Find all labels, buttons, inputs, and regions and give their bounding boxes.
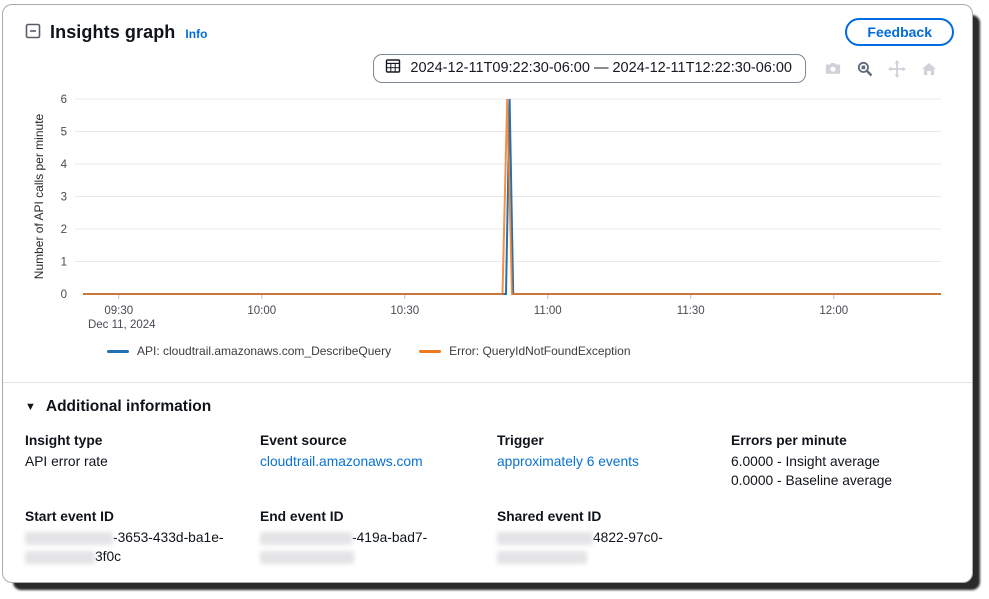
collapse-toggle-button[interactable] [25,23,41,42]
card-header: Insights graph Info Feedback [3,5,972,48]
svg-text:0: 0 [61,289,67,301]
feedback-button[interactable]: Feedback [845,18,954,46]
field-label: End event ID [260,509,344,524]
field-errors-per-minute: Errors per minute 6.0000 - Insight avera… [731,433,954,490]
svg-text:11:00: 11:00 [534,305,562,317]
svg-text:6: 6 [61,94,67,106]
legend-item[interactable]: API: cloudtrail.amazonaws.com_DescribeQu… [107,344,391,358]
insight-type-value: API error rate [25,454,108,469]
field-trigger: Trigger approximately 6 events [497,433,731,490]
svg-text:Number of API calls per minute: Number of API calls per minute [32,113,46,279]
svg-text:Dec 11, 2024: Dec 11, 2024 [88,319,156,331]
home-icon[interactable] [920,60,938,78]
section-divider [3,382,972,383]
field-start-event-id: Start event ID -3653-433d-ba1e- 3f0c [25,509,260,566]
additional-information-section: ▼ Additional information Insight type AP… [3,383,972,566]
additional-information-toggle[interactable]: ▼ Additional information [25,398,211,416]
svg-text:2: 2 [61,224,67,236]
field-insight-type: Insight type API error rate [25,433,260,490]
field-event-source: Event source cloudtrail.amazonaws.com [260,433,497,490]
field-label: Errors per minute [731,433,847,448]
svg-text:12:00: 12:00 [819,305,848,317]
baseline-average-value: 0.0000 - Baseline average [731,473,893,488]
legend-label: Error: QueryIdNotFoundException [449,344,631,358]
info-link[interactable]: Info [185,27,208,41]
field-label: Insight type [25,433,103,448]
legend-swatch [419,349,442,353]
legend-item[interactable]: Error: QueryIdNotFoundException [419,344,631,358]
pan-icon[interactable] [888,59,906,78]
calendar-icon [385,58,401,78]
camera-icon[interactable] [824,60,842,78]
svg-text:11:30: 11:30 [677,305,705,317]
svg-text:10:30: 10:30 [390,305,419,317]
chart-modebar [824,59,938,78]
svg-text:4: 4 [61,159,68,171]
chart-toolbar: 2024-12-11T09:22:30-06:00 — 2024-12-11T1… [3,48,972,83]
redacted-block [25,531,113,545]
event-source-link[interactable]: cloudtrail.amazonaws.com [260,454,423,469]
trigger-link[interactable]: approximately 6 events [497,454,639,469]
additional-information-title: Additional information [45,398,212,415]
legend-swatch [107,349,129,353]
redacted-block [25,550,95,564]
svg-text:09:30: 09:30 [104,305,133,317]
field-label: Shared event ID [497,509,602,524]
field-label: Event source [260,433,347,448]
shared-event-id-value: 4822-97c0- [497,528,731,566]
field-end-event-id: End event ID -419a-bad7- [260,509,497,566]
insights-chart[interactable]: 0 1 2 3 4 5 6 09:30 10:00 10:30 11:00 11:30 12:00 Dec… [19,87,959,335]
chart-area: 0 1 2 3 4 5 6 09:30 10:00 10:30 11:00 11:30 12:00 Dec… [19,87,972,358]
svg-text:1: 1 [61,257,67,269]
fields-grid: Insight type API error rate Event source… [25,433,954,566]
field-label: Trigger [497,433,544,448]
end-event-id-value: -419a-bad7- [260,528,497,566]
svg-text:3: 3 [61,192,67,204]
zoom-icon[interactable] [856,60,874,78]
field-label: Start event ID [25,509,114,524]
redacted-block [260,531,352,545]
date-range-text: 2024-12-11T09:22:30-06:00 — 2024-12-11T1… [410,60,792,76]
field-shared-event-id: Shared event ID 4822-97c0- [497,509,731,566]
collapse-minus-icon [25,23,41,42]
chart-legend: API: cloudtrail.amazonaws.com_DescribeQu… [107,344,972,358]
date-range-picker[interactable]: 2024-12-11T09:22:30-06:00 — 2024-12-11T1… [373,54,806,83]
insight-average-value: 6.0000 - Insight average [731,454,880,469]
legend-label: API: cloudtrail.amazonaws.com_DescribeQu… [137,344,392,358]
triangle-down-icon: ▼ [25,401,36,413]
svg-text:10:00: 10:00 [247,305,276,317]
redacted-block [497,531,593,545]
svg-text:5: 5 [61,127,67,139]
page-title: Insights graph [50,21,176,42]
insights-graph-card: Insights graph Info Feedback 2024-12-11T… [2,4,973,583]
redacted-block [497,550,587,564]
start-event-id-value: -3653-433d-ba1e- 3f0c [25,528,260,566]
redacted-block [260,550,354,564]
